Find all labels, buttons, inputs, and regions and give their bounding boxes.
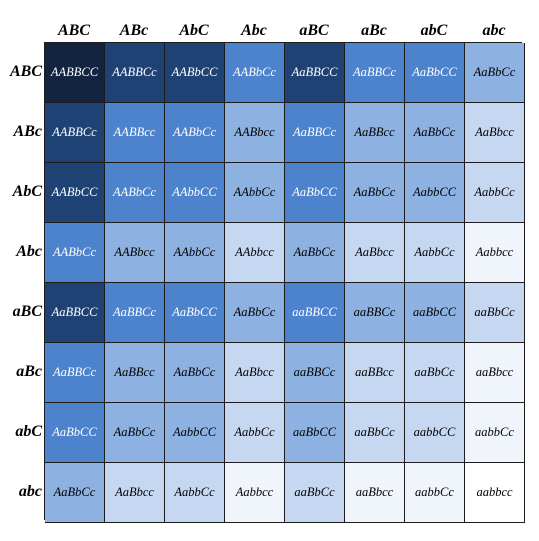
genotype-cell: AAbbCc [225,163,285,223]
genotype-cell: AABBCc [45,103,105,163]
genotype-cell: AaBbCC [285,163,345,223]
genotype-cell: aaBbCC [285,403,345,463]
genotype-cell: AABbCC [165,43,225,103]
genotype-cell: aaBbCC [405,283,465,343]
genotype-cell: AaBBCC [285,43,345,103]
genotype-cell: AaBbCc [405,103,465,163]
genotype-cell: AabbCc [165,463,225,523]
genotype-cell: AABbCc [105,163,165,223]
genotype-cell: AaBbCc [225,283,285,343]
genotype-cell: AAbbCc [165,223,225,283]
genotype-cell: AaBBcc [105,343,165,403]
genotype-cell: AaBbCc [165,343,225,403]
genotype-cell: aabbCc [465,403,525,463]
genotype-cell: AaBBCC [45,283,105,343]
genotype-cell: aaBbCc [345,403,405,463]
genotype-cell: AABbCc [165,103,225,163]
genotype-cell: AaBbcc [465,103,525,163]
genotype-cell: AaBbCc [285,223,345,283]
genotype-cell: AABbcc [105,223,165,283]
genotype-cell: aabbCC [405,403,465,463]
genotype-cell: AABBcc [105,103,165,163]
genotype-cell: AaBbCc [345,163,405,223]
column-gamete-3: Abc [241,22,267,39]
genotype-cell: AABbCC [45,163,105,223]
genotype-cell: aaBBCC [285,283,345,343]
genotype-cell: AAbbCC [165,163,225,223]
genotype-cell: AaBBCc [345,43,405,103]
row-gamete-4: aBC [12,303,42,320]
row-gamete-7: abc [18,483,42,500]
genotype-cell: AaBbCC [405,43,465,103]
row-gamete-3: Abc [16,243,42,260]
genotype-cell: AABbCc [45,223,105,283]
genotype-cell: aaBBCc [285,343,345,403]
genotype-cell: AABbcc [225,103,285,163]
genotype-cell: AAbbcc [225,223,285,283]
genotype-cell: aabbCc [405,463,465,523]
genotype-cell: AaBBCc [285,103,345,163]
genotype-cell: aaBbcc [345,463,405,523]
genotype-cell: AaBbCc [465,43,525,103]
genotype-cell: AabbCc [405,223,465,283]
genotype-cell: AabbCC [405,163,465,223]
genotype-cell: aaBbCc [285,463,345,523]
genotype-cell: Aabbcc [465,223,525,283]
genotype-cell: AABBCc [105,43,165,103]
row-gamete-0: ABC [9,63,42,80]
genotype-grid: AABBCC AABBCc AABbCC AABbCc AaBBCC AaBBCc AaBb… [44,42,525,523]
genotype-cell: aaBBcc [345,343,405,403]
genotype-cell: AaBbcc [225,343,285,403]
genotype-cell: aabbcc [465,463,525,523]
column-gamete-0: ABC [57,22,90,39]
column-gamete-5: aBc [361,22,387,39]
row-gamete-6: abC [15,423,42,440]
genotype-cell: aaBbCc [405,343,465,403]
genotype-cell: AaBbcc [345,223,405,283]
genotype-cell: AaBbCC [45,403,105,463]
genotype-cell: AabbCc [465,163,525,223]
column-gamete-2: AbC [179,22,209,39]
genotype-cell: AabbCC [165,403,225,463]
genotype-cell: AaBBCc [105,283,165,343]
genotype-cell: aaBBCc [345,283,405,343]
genotype-cell: aaBbcc [465,343,525,403]
genotype-cell: AaBBCc [45,343,105,403]
genotype-cell: AABBCC [45,43,105,103]
genotype-cell: AaBbcc [105,463,165,523]
column-gamete-1: ABc [119,22,149,39]
row-gamete-2: AbC [12,183,42,200]
genotype-cell: aaBbCc [465,283,525,343]
genotype-cell: AabbCc [225,403,285,463]
column-gamete-6: abC [420,22,448,39]
genotype-cell: AABbCc [225,43,285,103]
column-gamete-4: aBC [299,22,329,39]
row-gamete-1: ABc [13,123,42,140]
genotype-cell: AaBbCc [105,403,165,463]
row-gamete-5: aBc [16,363,42,380]
genotype-cell: AaBbCC [165,283,225,343]
genotype-cell: AaBbCc [45,463,105,523]
column-gamete-7: abc [482,22,506,39]
genotype-cell: AaBBcc [345,103,405,163]
genotype-cell: Aabbcc [225,463,285,523]
